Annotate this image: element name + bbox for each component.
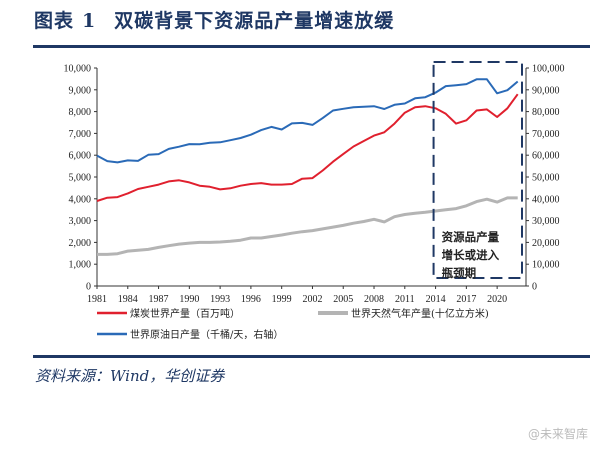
series-line-2: [97, 196, 518, 256]
x-tick-label: 1993: [210, 294, 230, 305]
source-rule: [33, 355, 590, 358]
x-tick-label: 1987: [149, 294, 169, 305]
x-tick-label: 1984: [118, 294, 138, 305]
right-tick-label: 30,000: [532, 216, 560, 227]
right-tick-label: 60,000: [532, 151, 560, 162]
right-tick-label: 0: [532, 282, 537, 293]
left-tick-label: 4,000: [69, 194, 92, 205]
source-text: 资料来源：Wind，华创证券: [35, 367, 225, 385]
x-tick-label: 2011: [395, 294, 415, 305]
series-line-3: [96, 78, 519, 164]
figure-title: 图表 1 双碳背景下资源品产量增速放缓: [34, 6, 394, 33]
left-tick-label: 7,000: [69, 129, 92, 140]
x-tick-label: 2017: [456, 294, 476, 305]
chart: 0 1,000 2,000 3,000 4,000 5,000 6,000 7,000 8,00…: [64, 61, 565, 341]
annotation-box: [432, 61, 523, 279]
series-line-1: [96, 93, 519, 202]
legend-label: 世界天然气年产量(十亿立方米): [351, 307, 489, 320]
right-tick-label: 80,000: [532, 107, 560, 118]
legend-label: 煤炭世界产量（百万吨）: [130, 307, 240, 320]
left-tick-label: 2,000: [69, 238, 92, 249]
right-tick-label: 10,000: [532, 260, 560, 271]
right-tick-label: 100,000: [532, 64, 565, 75]
annotation-text: 瓶颈期: [442, 266, 477, 280]
x-tick-label: 2014: [426, 294, 446, 305]
annotation-text: 资源品产量: [442, 230, 500, 244]
left-tick-label: 8,000: [69, 107, 92, 118]
right-tick-label: 20,000: [532, 238, 560, 249]
x-tick-label: 2008: [364, 294, 384, 305]
x-tick-label: 1990: [179, 294, 199, 305]
left-tick-label: 6,000: [69, 151, 92, 162]
left-tick-label: 5,000: [69, 173, 92, 184]
left-tick-label: 10,000: [64, 64, 92, 75]
figure-label: 图表: [34, 10, 75, 32]
x-tick-label: 2020: [487, 294, 507, 305]
left-tick-label: 1,000: [69, 260, 92, 271]
x-tick-label: 1999: [272, 294, 292, 305]
left-tick-label: 0: [86, 282, 91, 293]
figure-number: 1: [82, 10, 97, 32]
right-tick-label: 90,000: [532, 85, 560, 96]
x-tick-label: 2002: [302, 294, 322, 305]
annotation-text: 增长或进入: [442, 248, 500, 262]
x-tick-label: 1981: [87, 294, 107, 305]
legend-label: 世界原油日产量（千桶/天，右轴）: [130, 328, 283, 341]
left-tick-label: 9,000: [69, 85, 92, 96]
right-tick-label: 70,000: [532, 129, 560, 140]
x-tick-label: 1996: [241, 294, 261, 305]
figure-title-text: 双碳背景下资源品产量增速放缓: [114, 10, 395, 32]
right-tick-label: 40,000: [532, 194, 560, 205]
title-rule: [33, 45, 590, 48]
left-tick-label: 3,000: [69, 216, 92, 227]
watermark: @未来智库: [527, 427, 588, 441]
x-tick-label: 2005: [333, 294, 353, 305]
right-tick-label: 50,000: [532, 173, 560, 184]
